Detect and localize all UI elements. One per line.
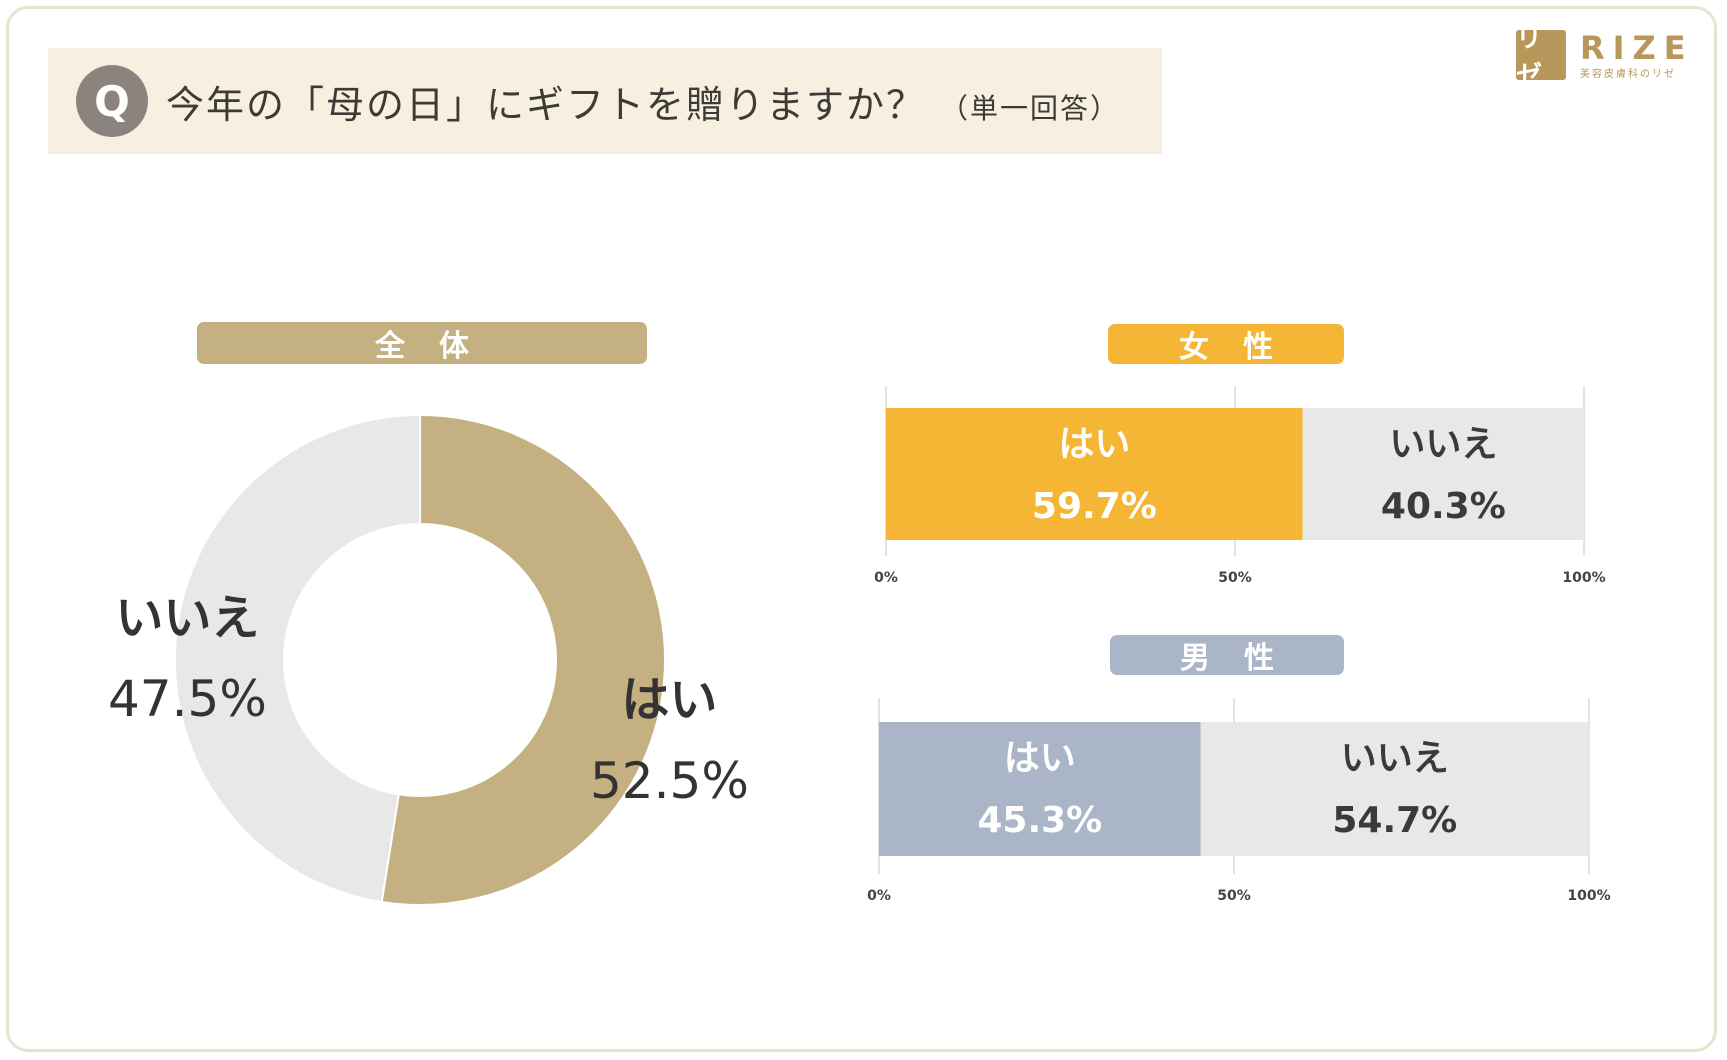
bar-value-female-no: 40.3%	[1381, 486, 1506, 527]
donut-label-no-value: 47.5%	[108, 670, 267, 728]
bar-value-male-yes: 45.3%	[977, 800, 1102, 841]
logo-word: RIZE	[1580, 28, 1694, 67]
tick-label-female-0: 0%	[874, 570, 898, 586]
donut-label-yes-value: 52.5%	[590, 752, 749, 810]
donut-label-no: いいえ 47.5%	[108, 578, 267, 728]
tick-label-female-1: 50%	[1218, 570, 1252, 586]
logo-tagline: 美容皮膚科のリゼ	[1580, 68, 1676, 80]
bar-segment-male-yes	[879, 722, 1201, 856]
tick-label-male-0: 0%	[867, 888, 891, 904]
chart-title-male: 男性	[1110, 635, 1344, 676]
bar-segment-female-yes	[886, 408, 1303, 540]
bar-label-female-no: いいえ	[1389, 424, 1497, 465]
question-text: 今年の「母の日」にギフトを贈りますか？ （単一回答）	[166, 74, 1120, 129]
bar-segment-female-no	[1302, 408, 1584, 540]
tick-label-male-2: 100%	[1567, 888, 1610, 904]
bar-value-male-no: 54.7%	[1332, 800, 1457, 841]
q-badge: Q	[76, 65, 148, 137]
bar-value-female-yes: 59.7%	[1032, 486, 1157, 527]
donut-slice-no	[173, 413, 421, 904]
donut-label-yes: はい 52.5%	[590, 660, 749, 810]
bar-label-female-yes: はい	[1058, 424, 1130, 465]
chart-title-all: 全体	[197, 322, 647, 364]
tick-label-female-2: 100%	[1562, 570, 1605, 586]
donut-label-no-name: いいえ	[115, 590, 260, 646]
question-bar: Q 今年の「母の日」にギフトを贈りますか？ （単一回答）	[48, 48, 1162, 154]
donut-slice-yes	[380, 413, 666, 906]
bar-label-male-no: いいえ	[1341, 738, 1449, 779]
tick-label-male-1: 50%	[1217, 888, 1251, 904]
donut-label-yes-name: はい	[621, 672, 718, 728]
question-main: 今年の「母の日」にギフトを贈りますか？	[166, 82, 927, 127]
chart-title-female: 女性	[1108, 324, 1344, 365]
bar-label-male-yes: はい	[1004, 738, 1076, 779]
bar-segment-male-no	[1200, 722, 1589, 856]
question-qualifier: （単一回答）	[940, 91, 1121, 125]
